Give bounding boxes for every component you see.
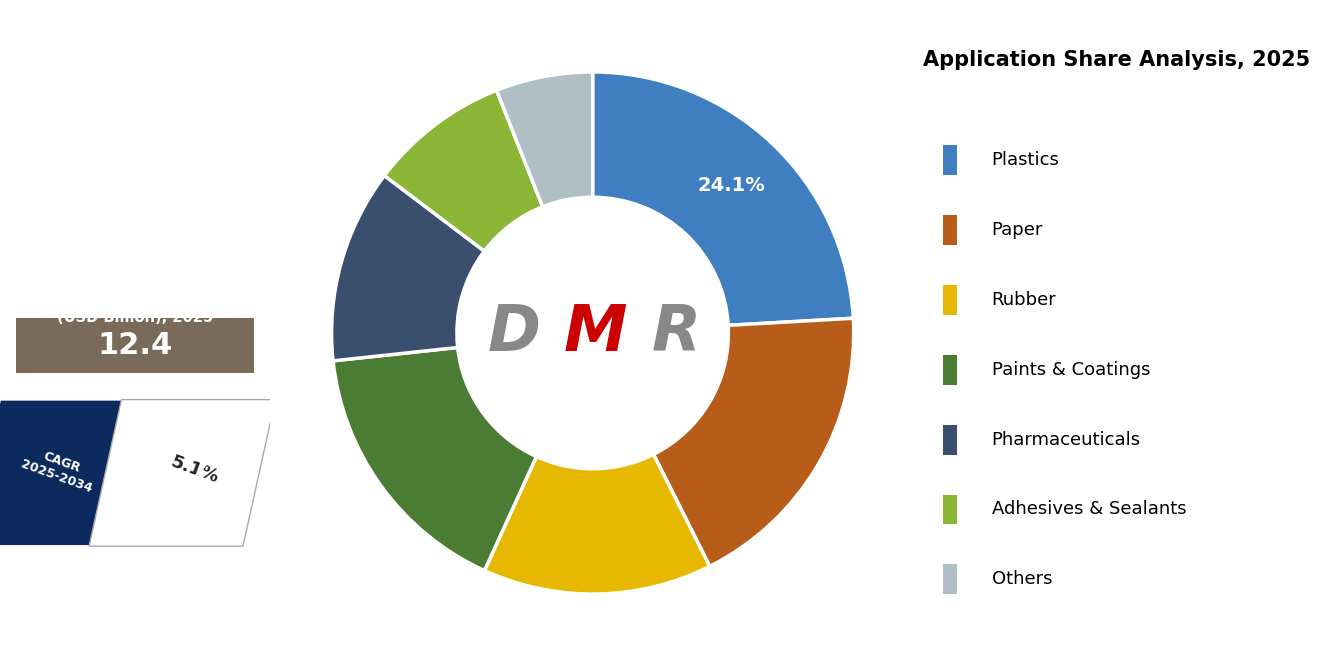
Polygon shape xyxy=(90,400,275,546)
Polygon shape xyxy=(0,400,162,546)
FancyBboxPatch shape xyxy=(943,284,957,314)
Wedge shape xyxy=(497,72,593,206)
Text: Rubber: Rubber xyxy=(992,290,1056,309)
Text: Paints & Coatings: Paints & Coatings xyxy=(992,360,1150,379)
Text: D: D xyxy=(487,302,541,364)
FancyBboxPatch shape xyxy=(943,494,957,525)
Text: 24.1%: 24.1% xyxy=(698,176,765,195)
FancyBboxPatch shape xyxy=(943,564,957,594)
Text: Others: Others xyxy=(992,570,1052,589)
Wedge shape xyxy=(332,176,485,361)
Text: R: R xyxy=(652,302,701,364)
Text: M: M xyxy=(564,302,627,364)
Text: Global Precipitated
Calcium Carbonate
Market Size
(USD Billion), 2025: Global Precipitated Calcium Carbonate Ma… xyxy=(55,254,215,325)
Wedge shape xyxy=(385,91,543,251)
Text: Plastics: Plastics xyxy=(992,151,1059,169)
FancyBboxPatch shape xyxy=(16,318,254,373)
FancyBboxPatch shape xyxy=(943,145,957,174)
Text: Paper: Paper xyxy=(992,220,1043,239)
Wedge shape xyxy=(593,72,853,325)
FancyBboxPatch shape xyxy=(943,425,957,454)
FancyBboxPatch shape xyxy=(943,355,957,385)
Text: Application Share Analysis, 2025: Application Share Analysis, 2025 xyxy=(922,50,1310,70)
Wedge shape xyxy=(333,348,536,571)
Text: 5.1%: 5.1% xyxy=(167,452,221,487)
FancyBboxPatch shape xyxy=(943,214,957,244)
Wedge shape xyxy=(653,318,853,566)
Text: Pharmaceuticals: Pharmaceuticals xyxy=(992,430,1141,449)
Circle shape xyxy=(457,197,728,469)
Text: Dimension
Market
Research: Dimension Market Research xyxy=(53,83,217,184)
Text: CAGR
2025-2034: CAGR 2025-2034 xyxy=(20,444,99,496)
Text: Adhesives & Sealants: Adhesives & Sealants xyxy=(992,500,1187,519)
Wedge shape xyxy=(485,454,710,594)
Text: 12.4: 12.4 xyxy=(97,331,173,360)
